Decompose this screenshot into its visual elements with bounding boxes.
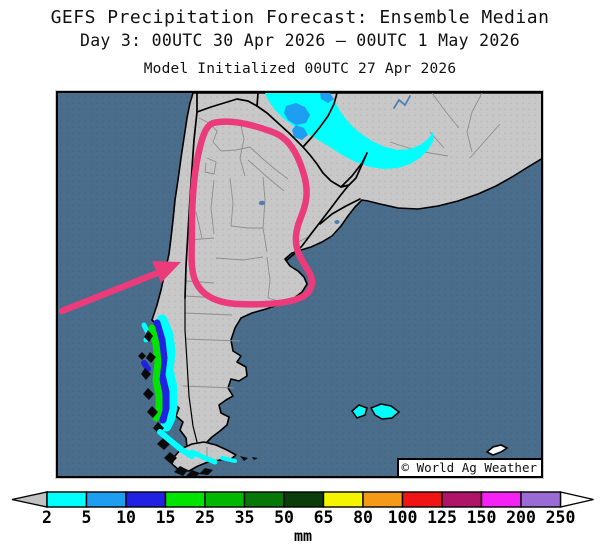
chile-band-blue bbox=[153, 319, 170, 424]
chile-band-green bbox=[148, 324, 163, 422]
precipitation-map bbox=[58, 93, 541, 476]
valid-period-subtitle: Day 3: 00UTC 30 Apr 2026 — 00UTC 1 May 2… bbox=[79, 31, 521, 50]
colorbar-swatch bbox=[362, 491, 404, 508]
precip-core-blue-1 bbox=[284, 103, 310, 125]
colorbar-tick-label: 80 bbox=[353, 508, 373, 527]
precipitation-shading-north bbox=[265, 93, 434, 169]
colorbar-swatch bbox=[46, 491, 88, 508]
colorbar-swatch bbox=[283, 491, 325, 508]
rivers-and-lakes bbox=[258, 95, 411, 224]
colorbar-swatch bbox=[520, 491, 562, 508]
lake-mar-chiquita bbox=[258, 200, 266, 206]
precipitation-shading-tdf bbox=[157, 429, 237, 465]
colorbar-tick-label: 25 bbox=[195, 508, 215, 527]
colorbar-tick-label: 5 bbox=[82, 508, 92, 527]
annotation-arrow-head bbox=[152, 261, 181, 283]
colorbar-swatch bbox=[243, 491, 285, 508]
colorbar-swatch bbox=[204, 491, 246, 508]
page-title: GEFS Precipitation Forecast: Ensemble Me… bbox=[50, 7, 550, 28]
colorbar-tick-label: 35 bbox=[235, 508, 255, 527]
colorbar-tick-label: 100 bbox=[388, 508, 418, 527]
chile-band-cyan bbox=[156, 314, 178, 432]
highlight-annotation bbox=[58, 118, 316, 315]
colorbar-tick-label: 10 bbox=[116, 508, 136, 527]
annotation-arrow-shaft bbox=[58, 268, 164, 315]
colorbar-tick-label: 50 bbox=[274, 508, 294, 527]
colorbar-swatch bbox=[85, 491, 127, 508]
colorbar-swatch bbox=[164, 491, 206, 508]
colorbar-right-cap bbox=[559, 491, 594, 508]
colorbar-swatch bbox=[480, 491, 522, 508]
colorbar-swatch bbox=[401, 491, 443, 508]
colorbar-swatch bbox=[125, 491, 167, 508]
colorbar-tick-label: 125 bbox=[427, 508, 457, 527]
colorbar-tick-label: 15 bbox=[156, 508, 176, 527]
colorbar-tick-label: 2 bbox=[42, 508, 52, 527]
lake-uruguay bbox=[334, 220, 340, 224]
river-glyph-brazil bbox=[393, 95, 411, 109]
colorbar-tick-label: 150 bbox=[467, 508, 497, 527]
colorbar-swatch bbox=[441, 491, 483, 508]
colorbar-tick-label: 65 bbox=[314, 508, 334, 527]
colorbar-tick-label: 250 bbox=[546, 508, 576, 527]
colorbar-tick-label: 200 bbox=[506, 508, 536, 527]
map-frame: © World Ag Weather bbox=[56, 91, 543, 478]
falkland-islands bbox=[350, 403, 401, 420]
colorbar-unit-label: mm bbox=[294, 527, 312, 545]
precip-core-blue-2 bbox=[292, 125, 308, 140]
south-georgia-island bbox=[485, 444, 509, 456]
annotation-loop bbox=[188, 118, 316, 308]
colorbar-left-cap bbox=[11, 491, 48, 508]
model-init-line: Model Initialized 00UTC 27 Apr 2026 bbox=[143, 61, 457, 77]
fjord-islets bbox=[138, 330, 213, 476]
colorbar-swatch bbox=[322, 491, 364, 508]
chile-blue-blob bbox=[141, 360, 151, 372]
country-borders bbox=[184, 93, 368, 443]
watermark-credit: © World Ag Weather bbox=[396, 458, 541, 476]
province-borders bbox=[182, 93, 501, 462]
precip-core-blue-3 bbox=[320, 93, 334, 103]
